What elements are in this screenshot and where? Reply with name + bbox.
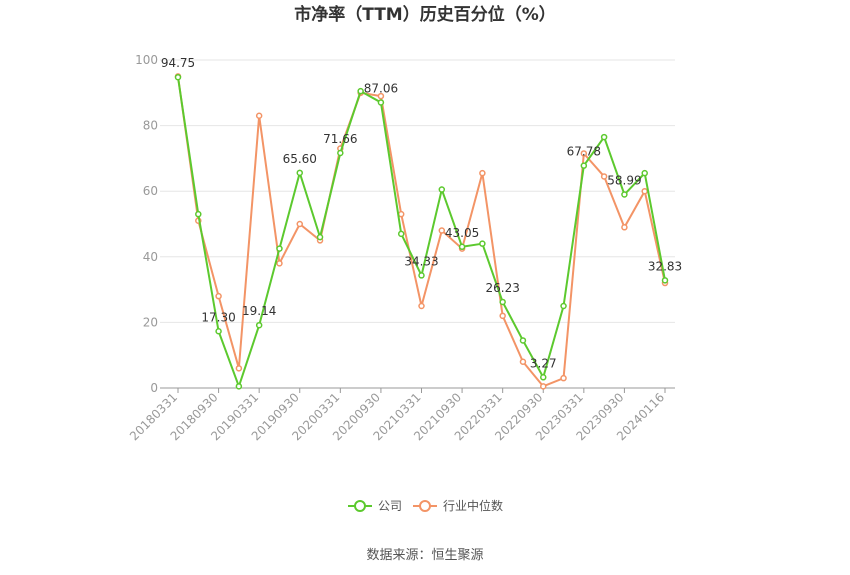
series-point-1 bbox=[519, 358, 527, 366]
series-point-0 bbox=[479, 240, 486, 247]
series-point-0 bbox=[276, 245, 283, 252]
series-point-0 bbox=[195, 210, 202, 218]
series-point-0 bbox=[580, 162, 588, 169]
series-point-0 bbox=[397, 230, 405, 238]
series-point-1 bbox=[276, 260, 283, 267]
series-point-0 bbox=[438, 186, 446, 193]
series-point-0 bbox=[621, 191, 628, 198]
y-axis-ticks: 0 20 40 60 80 100 bbox=[135, 53, 158, 395]
data-labels: 94.75 17.30 19.14 65.60 71.66 87.06 34.33 43.05… bbox=[161, 56, 682, 370]
series-point-0 bbox=[215, 328, 222, 335]
data-label: 26.23 bbox=[485, 281, 519, 295]
series-point-1 bbox=[235, 365, 243, 372]
series-point-1 bbox=[540, 383, 547, 390]
series-point-0 bbox=[458, 243, 466, 251]
series-point-0 bbox=[661, 277, 669, 284]
series-point-0 bbox=[377, 99, 385, 106]
series-point-0 bbox=[316, 233, 324, 241]
series-point-1 bbox=[499, 312, 506, 320]
grid-lines bbox=[160, 59, 675, 323]
series-line-1 bbox=[177, 76, 666, 388]
series-group bbox=[174, 73, 669, 390]
series-point-0 bbox=[255, 321, 263, 329]
data-label: 94.75 bbox=[161, 56, 195, 70]
data-label: 65.60 bbox=[283, 152, 317, 166]
data-label: 71.66 bbox=[323, 132, 357, 146]
series-point-1 bbox=[215, 292, 222, 300]
series-point-0 bbox=[540, 374, 547, 381]
data-label: 3.27 bbox=[530, 356, 557, 370]
data-label: 43.05 bbox=[445, 226, 479, 240]
y-tick-label: 60 bbox=[143, 184, 158, 198]
source-note: 数据来源：恒生聚源 bbox=[366, 548, 483, 563]
series-point-1 bbox=[397, 210, 405, 218]
series-point-0 bbox=[337, 149, 344, 157]
legend[interactable]: 公司 行业中位数 bbox=[348, 498, 503, 513]
series-point-1 bbox=[600, 173, 608, 180]
data-label: 32.83 bbox=[648, 259, 682, 273]
y-tick-label: 40 bbox=[143, 250, 158, 264]
data-label: 17.30 bbox=[201, 310, 235, 324]
data-label: 58.99 bbox=[607, 174, 641, 188]
y-tick-label: 100 bbox=[135, 53, 158, 67]
series-point-1 bbox=[296, 220, 303, 228]
series-point-1 bbox=[255, 112, 263, 120]
legend-marker bbox=[354, 500, 366, 512]
series-point-1 bbox=[377, 92, 385, 100]
series-point-0 bbox=[296, 169, 303, 177]
series-point-1 bbox=[479, 169, 486, 177]
series-point-0 bbox=[560, 302, 567, 310]
x-axis: 2018033120180930201903312019093020200331… bbox=[127, 387, 675, 443]
chart-title: 市净率（TTM）历史百分位（%） bbox=[294, 4, 556, 25]
series-point-1 bbox=[641, 187, 648, 195]
y-tick-label: 0 bbox=[150, 381, 158, 395]
series-point-0 bbox=[418, 272, 425, 279]
series-point-1 bbox=[418, 302, 425, 310]
y-tick-label: 20 bbox=[143, 315, 158, 329]
y-tick-label: 80 bbox=[143, 119, 158, 133]
data-label: 67.78 bbox=[567, 145, 601, 159]
data-label: 87.06 bbox=[364, 81, 398, 95]
legend-label: 公司 bbox=[378, 499, 402, 513]
series-point-0 bbox=[641, 169, 648, 177]
series-line-0 bbox=[177, 77, 666, 390]
series-point-1 bbox=[438, 227, 446, 234]
data-label: 19.14 bbox=[242, 304, 276, 318]
legend-label: 行业中位数 bbox=[443, 498, 503, 513]
series-point-0 bbox=[235, 383, 243, 390]
series-point-0 bbox=[519, 337, 527, 344]
data-label: 34.33 bbox=[404, 254, 438, 268]
series-point-1 bbox=[580, 150, 588, 157]
series-point-0 bbox=[499, 298, 506, 306]
series-point-1 bbox=[621, 224, 628, 231]
legend-marker bbox=[419, 500, 431, 512]
series-point-0 bbox=[174, 73, 182, 81]
series-point-0 bbox=[357, 87, 364, 95]
series-point-1 bbox=[560, 374, 567, 382]
series-point-0 bbox=[600, 133, 608, 141]
